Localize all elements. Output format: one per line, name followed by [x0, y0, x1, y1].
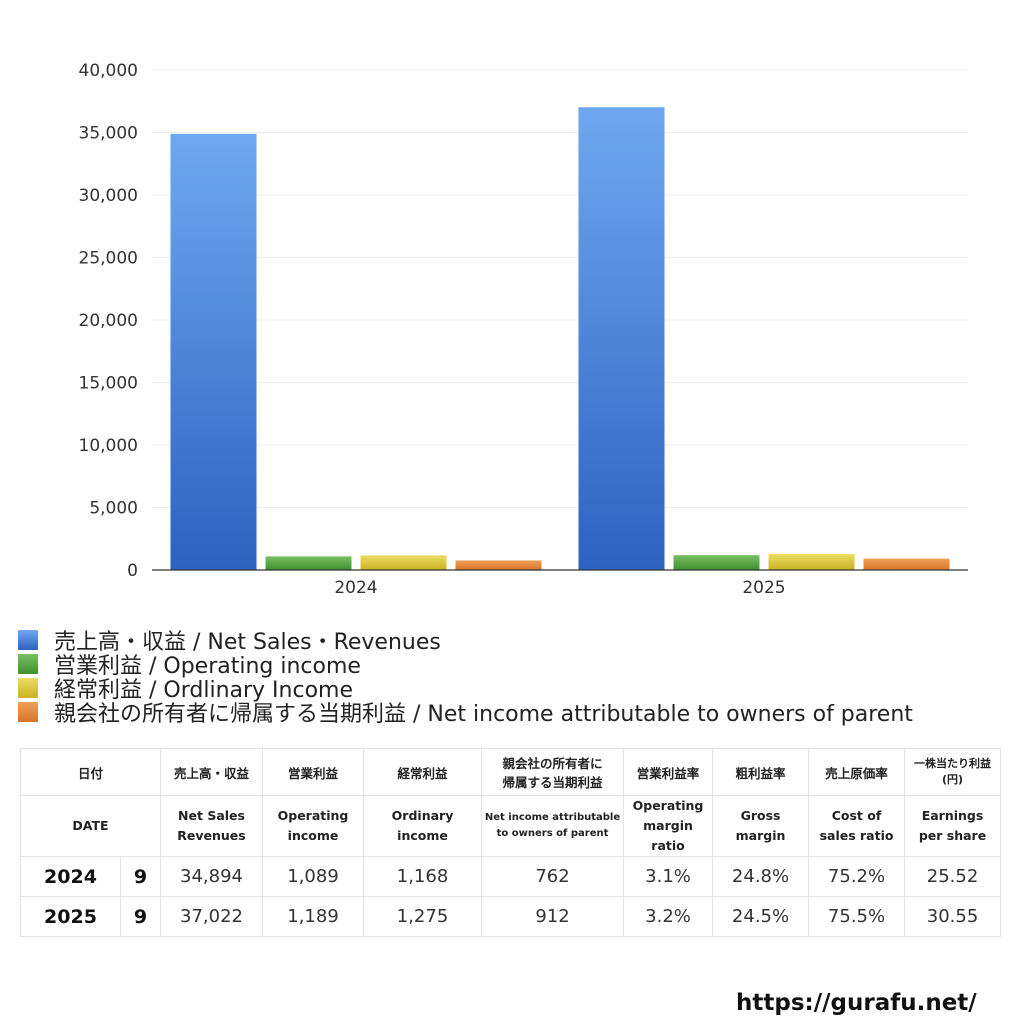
y-tick-label: 20,000	[79, 311, 138, 331]
header-net-income-jp-line2: 帰属する当期利益	[502, 775, 603, 790]
header-net-income-jp-line1: 親会社の所有者に	[502, 756, 603, 771]
bar-ordinary-income-2025	[768, 554, 855, 570]
header-net-sales-en: Net Sales Revenues	[160, 795, 264, 857]
legend-swatch-net-sales	[18, 630, 38, 650]
cell-operating-income: 1,089	[262, 856, 365, 897]
cell-year: 2024	[20, 856, 121, 897]
header-cost-ratio-en-line2: sales ratio	[819, 828, 894, 843]
legend-item-net-income: 親会社の所有者に帰属する当期利益 / Net income attributab…	[18, 700, 913, 727]
bar-operating-income-2025	[673, 555, 760, 570]
header-net-sales-jp: 売上高・収益	[160, 748, 264, 796]
header-eps-jp: 一株当たり利益 (円)	[904, 748, 1002, 796]
header-gross-margin-en: Gross margin	[712, 795, 810, 857]
cell-operating-income: 1,189	[262, 896, 365, 937]
header-ordinary-income-jp: 経常利益	[363, 748, 483, 796]
y-tick-label: 0	[127, 561, 138, 581]
bar-net-sales-2024	[170, 133, 257, 570]
header-eps-jp-line2: (円)	[941, 773, 964, 786]
header-operating-margin-en-line2: margin	[643, 818, 693, 833]
header-ordinary-income-en: Ordinary income	[363, 795, 483, 857]
header-eps-jp-line1: 一株当たり利益	[914, 757, 992, 770]
y-tick-label: 40,000	[79, 61, 138, 81]
y-tick-label: 25,000	[79, 249, 138, 269]
header-gross-margin-jp: 粗利益率	[712, 748, 810, 796]
legend-item-ordinary-income: 経常利益 / Ordlinary Income	[18, 676, 913, 703]
cell-year: 2025	[20, 896, 121, 937]
header-gross-margin-en-line1: Gross	[740, 808, 781, 823]
header-net-sales-en-line1: Net Sales	[178, 808, 245, 823]
legend-swatch-operating-income	[18, 654, 38, 674]
header-net-income-jp: 親会社の所有者に 帰属する当期利益	[481, 748, 625, 796]
cell-ordinary-income: 1,275	[363, 896, 483, 937]
cell-cost-ratio: 75.2%	[808, 856, 906, 897]
site-watermark: https://gurafu.net/	[736, 990, 977, 1016]
header-net-income-en-line2: to owners of parent	[496, 828, 609, 839]
cell-month: 9	[119, 856, 162, 897]
bar-operating-income-2024	[265, 556, 352, 570]
header-cost-ratio-jp: 売上原価率	[808, 748, 906, 796]
cell-gross-margin: 24.8%	[712, 856, 810, 897]
cell-operating-margin: 3.1%	[623, 856, 714, 897]
header-date-en: DATE	[19, 795, 162, 857]
cell-net-sales: 37,022	[160, 896, 264, 937]
legend-label-ordinary-income: 経常利益 / Ordlinary Income	[54, 678, 353, 703]
legend-swatch-net-income	[18, 702, 38, 722]
header-operating-margin-en-line1: Operating	[632, 798, 704, 813]
header-eps-en: Earnings per share	[904, 795, 1002, 857]
legend-label-operating-income: 営業利益 / Operating income	[54, 654, 361, 679]
bar-ordinary-income-2024	[360, 555, 447, 570]
header-cost-ratio-en: Cost of sales ratio	[808, 795, 906, 857]
cell-cost-ratio: 75.5%	[808, 896, 906, 937]
x-tick-label: 2025	[742, 578, 785, 598]
table-header-en: DATE Net Sales Revenues Operating income O…	[19, 795, 1002, 857]
header-operating-income-en-line1: Operating	[277, 808, 349, 823]
y-tick-label: 15,000	[79, 374, 138, 394]
header-operating-margin-en: Operating margin ratio	[623, 795, 714, 857]
legend-swatch-ordinary-income	[18, 678, 38, 698]
header-operating-margin-en-line3: ratio	[651, 838, 685, 853]
cell-eps: 25.52	[904, 856, 1002, 897]
cell-net-sales: 34,894	[160, 856, 264, 897]
financial-table: 日付 売上高・収益 営業利益 経常利益 親会社の所有者に 帰属する当期利益 営業利…	[19, 748, 1002, 937]
y-tick-label: 5,000	[89, 499, 138, 519]
cell-month: 9	[119, 896, 162, 937]
legend-item-net-sales: 売上高・収益 / Net Sales・Revenues	[18, 628, 913, 655]
legend-item-operating-income: 営業利益 / Operating income	[18, 652, 913, 679]
table-row: 2025 9 37,022 1,189 1,275 912 3.2% 24.5%…	[20, 896, 1002, 937]
header-net-sales-en-line2: Revenues	[177, 828, 246, 843]
bar-net-income-2025	[863, 558, 950, 570]
cell-ordinary-income: 1,168	[363, 856, 483, 897]
bar-net-sales-2025	[578, 107, 665, 570]
x-tick-label: 2024	[334, 578, 377, 598]
header-ordinary-income-en-line2: income	[397, 828, 448, 843]
y-tick-label: 30,000	[79, 186, 138, 206]
header-ordinary-income-en-line1: Ordinary	[391, 808, 454, 823]
bar-chart: 0 5,000 10,000 15,000 20,000 25,000 30,000 35,0…	[79, 61, 968, 598]
table-row: 2024 9 34,894 1,089 1,168 762 3.1% 24.8%…	[20, 856, 1002, 897]
header-gross-margin-en-line2: margin	[735, 828, 786, 843]
legend-label-net-sales: 売上高・収益 / Net Sales・Revenues	[54, 630, 441, 655]
header-net-income-en: Net income attributable to owners of pare…	[481, 795, 625, 857]
header-date-jp: 日付	[19, 748, 162, 796]
bar-net-income-2024	[455, 560, 542, 570]
header-eps-en-line1: Earnings	[921, 808, 984, 823]
cell-gross-margin: 24.5%	[712, 896, 810, 937]
y-tick-label: 35,000	[79, 124, 138, 144]
cell-operating-margin: 3.2%	[623, 896, 714, 937]
cell-eps: 30.55	[904, 896, 1002, 937]
cell-net-income: 912	[481, 896, 625, 937]
chart-legend: 売上高・収益 / Net Sales・Revenues 営業利益 / Opera…	[18, 628, 913, 727]
header-operating-income-en: Operating income	[262, 795, 365, 857]
header-net-income-en-line1: Net income attributable	[484, 812, 621, 823]
header-operating-income-en-line2: income	[287, 828, 339, 843]
y-tick-label: 10,000	[79, 436, 138, 456]
header-cost-ratio-en-line1: Cost of	[831, 808, 882, 823]
header-eps-en-line2: per share	[918, 828, 987, 843]
header-operating-income-jp: 営業利益	[262, 748, 365, 796]
cell-net-income: 762	[481, 856, 625, 897]
header-operating-margin-jp: 営業利益率	[623, 748, 714, 796]
legend-label-net-income: 親会社の所有者に帰属する当期利益 / Net income attributab…	[54, 702, 913, 727]
table-header-jp: 日付 売上高・収益 営業利益 経常利益 親会社の所有者に 帰属する当期利益 営業利…	[19, 748, 1002, 796]
